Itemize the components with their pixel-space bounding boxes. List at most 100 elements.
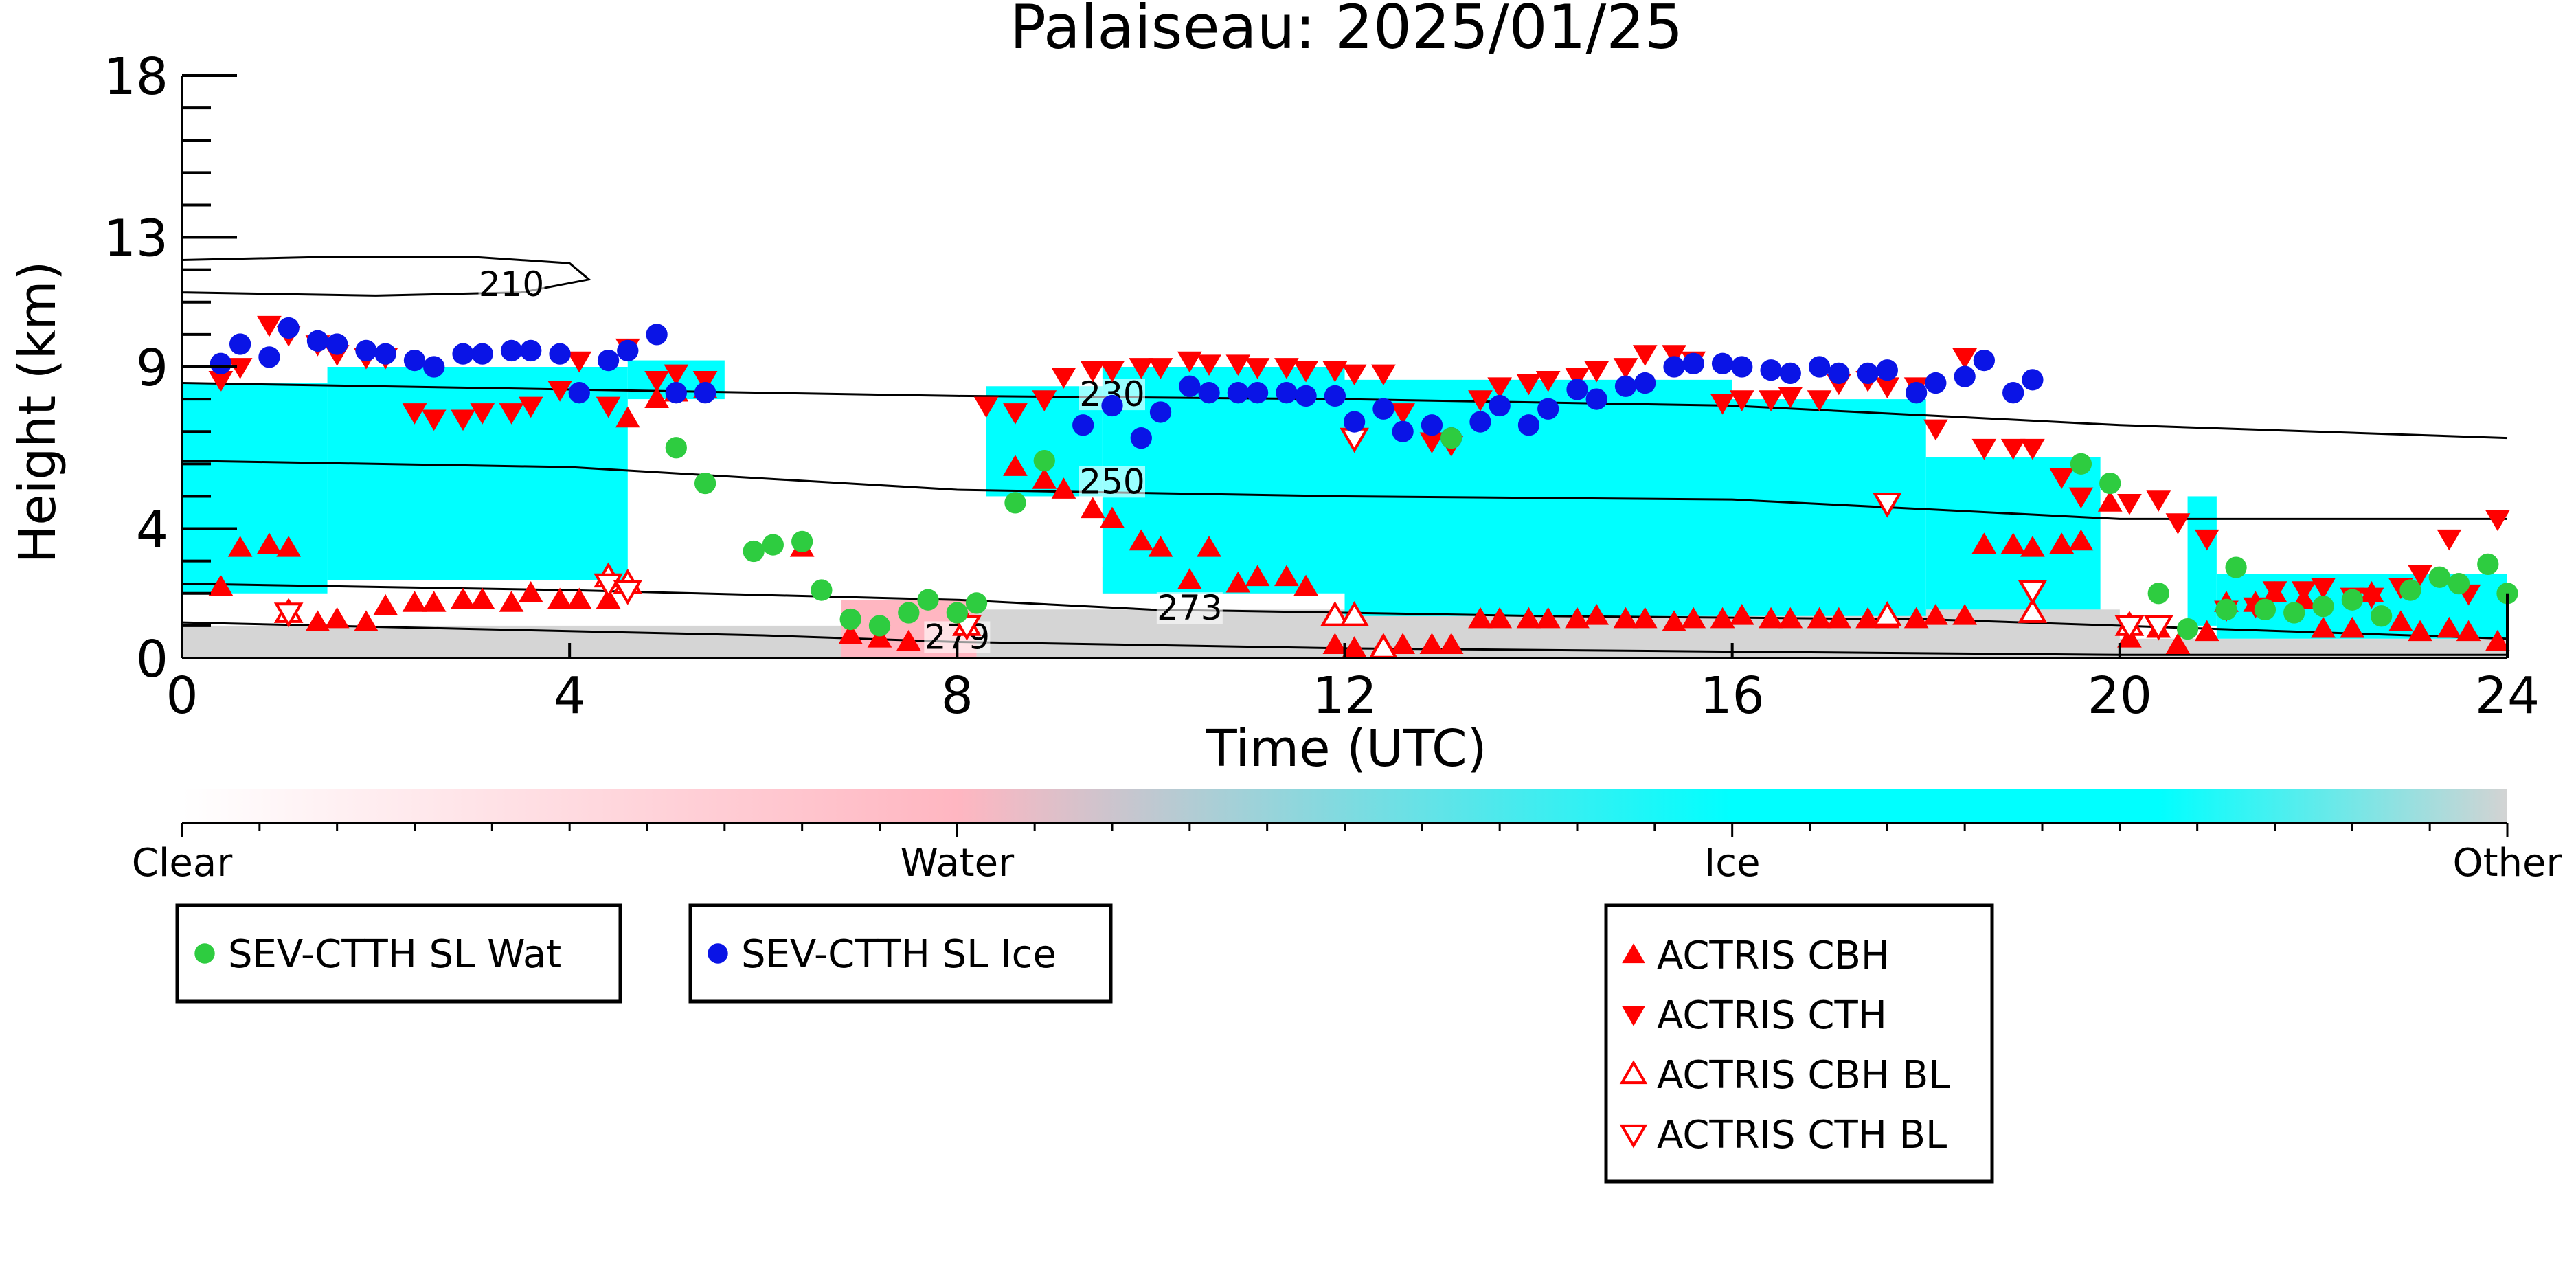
classification-colorbar: Clear Water Ice Other <box>132 789 2562 885</box>
sev-ctth-sl-wat-point <box>839 608 861 631</box>
actris-cbh-point <box>1225 571 1251 593</box>
actris-cth-point <box>567 351 592 373</box>
actris-cbh-point <box>1197 536 1221 557</box>
y-tick-label: 4 <box>136 501 168 560</box>
actris-cth-point <box>1971 438 1997 460</box>
actris-cth-point <box>1177 351 1202 373</box>
ice-region <box>2187 496 2217 626</box>
sev-ctth-sl-wat-point <box>917 589 939 611</box>
actris-cth-bl-point <box>273 602 304 628</box>
actris-cbh-point <box>1100 506 1125 528</box>
actris-cbh-bl-point <box>1340 601 1369 626</box>
actris-cbh-point <box>1971 532 1997 554</box>
sev-ctth-sl-ice-point <box>2022 369 2044 391</box>
actris-cth-point <box>1051 368 1076 389</box>
actris-cth-point <box>1390 403 1415 425</box>
actris-cth-point <box>2146 490 2171 512</box>
actris-cbh-point <box>305 610 330 632</box>
legend-label: SEV-CTTH SL Ice <box>741 932 1057 977</box>
actris-cth-point <box>208 370 234 392</box>
actris-cth-point <box>1952 348 1978 370</box>
actris-cbh-point <box>1710 607 1735 629</box>
y-tick-label: 9 <box>136 339 168 398</box>
sev-ctth-sl-ice-point <box>1469 411 1491 433</box>
sev-ctth-sl-ice-point <box>403 349 426 372</box>
sev-ctth-sl-ice-point <box>1149 401 1172 423</box>
sev-ctth-sl-ice-point <box>1663 356 1685 378</box>
data-markers <box>208 315 2518 659</box>
actris-cth-point <box>1197 354 1221 376</box>
sev-ctth-sl-wat-point <box>2176 618 2199 640</box>
actris-cbh-point <box>1584 604 1609 625</box>
legend-marker <box>708 943 728 964</box>
sev-ctth-sl-ice-point <box>326 333 348 355</box>
sev-ctth-sl-wat-point <box>2448 573 2470 595</box>
actris-cth-point <box>2359 587 2384 609</box>
actris-cbh-point <box>2194 620 2219 642</box>
sev-ctth-sl-wat-point <box>2312 595 2334 618</box>
sev-ctth-sl-ice-point <box>520 339 542 362</box>
x-tick-label: 0 <box>166 666 198 725</box>
sev-ctth-sl-ice-point <box>1392 420 1414 442</box>
sev-ctth-sl-ice-point <box>1566 379 1588 400</box>
actris-cth-point <box>1729 390 1754 411</box>
actris-cth-point <box>1148 358 1173 379</box>
actris-cbh-point <box>2049 532 2075 554</box>
sev-ctth-sl-ice-point <box>1489 394 1511 417</box>
actris-cbh-point <box>451 587 475 609</box>
sev-ctth-sl-wat-point <box>2399 579 2421 601</box>
sev-ctth-sl-wat-point <box>665 437 687 459</box>
actris-cbh-point <box>354 610 379 632</box>
sev-ctth-sl-ice-point <box>1760 359 1782 381</box>
actris-cth-point <box>1342 364 1367 386</box>
actris-cbh-point <box>2165 633 2191 655</box>
actris-cth-bl-point <box>613 580 643 605</box>
actris-cbh-point <box>2408 620 2432 642</box>
sev-ctth-sl-wat-point <box>1004 492 1026 514</box>
actris-cth-point <box>402 403 427 425</box>
actris-cbh-bl-point <box>1320 601 1350 626</box>
sev-ctth-sl-ice-point <box>694 382 716 404</box>
actris-cbh-point <box>1342 636 1367 657</box>
actris-cbh-point <box>1245 565 1270 587</box>
x-tick-label: 4 <box>554 666 586 725</box>
legend-label: ACTRIS CTH <box>1657 993 1887 1038</box>
actris-cbh-point <box>644 387 669 408</box>
actris-cbh-point <box>276 536 301 557</box>
actris-cbh-point <box>2311 616 2336 638</box>
sev-ctth-sl-ice-point <box>210 352 232 374</box>
sev-ctth-sl-wat-point <box>2477 553 2499 576</box>
actris-cth-point <box>1875 377 1900 399</box>
actris-cbh-point <box>1438 633 1464 655</box>
sev-ctth-sl-wat-point <box>965 592 988 614</box>
actris-cth-point <box>2068 487 2094 509</box>
sev-ctth-sl-ice-point <box>1682 352 1704 374</box>
x-axis-label: Time (UTC) <box>1205 719 1487 778</box>
actris-cbh-point <box>1177 568 1202 589</box>
actris-cth-point <box>1003 403 1028 425</box>
actris-cbh-point <box>1051 477 1076 499</box>
actris-cbh-point <box>1003 455 1028 476</box>
legend-label: ACTRIS CBH BL <box>1657 1053 1950 1098</box>
actris-cbh-point <box>2388 610 2413 632</box>
sev-ctth-sl-ice-point <box>471 343 493 365</box>
actris-cth-bl-point <box>2114 615 2145 641</box>
legend-box <box>688 903 1113 1004</box>
actris-cbh-point <box>2020 536 2045 557</box>
actris-cbh-point <box>867 626 892 648</box>
actris-cth-point <box>2020 438 2045 460</box>
sev-ctth-sl-ice-point <box>1779 362 1801 385</box>
contour-label-bg <box>1079 466 1145 498</box>
actris-cbh-point <box>2437 616 2462 638</box>
actris-cbh-point <box>1293 574 1318 596</box>
contour-250 <box>181 460 2507 520</box>
actris-cth-point <box>1807 390 1832 411</box>
sev-ctth-sl-wat-point <box>898 602 920 624</box>
actris-cbh-point <box>2068 529 2094 551</box>
sev-ctth-sl-ice-point <box>1614 375 1637 397</box>
actris-cbh-point <box>2000 532 2026 554</box>
actris-cth-point <box>664 364 689 386</box>
actris-cbh-point <box>1419 633 1445 655</box>
sev-ctth-sl-ice-point <box>1634 372 1656 394</box>
